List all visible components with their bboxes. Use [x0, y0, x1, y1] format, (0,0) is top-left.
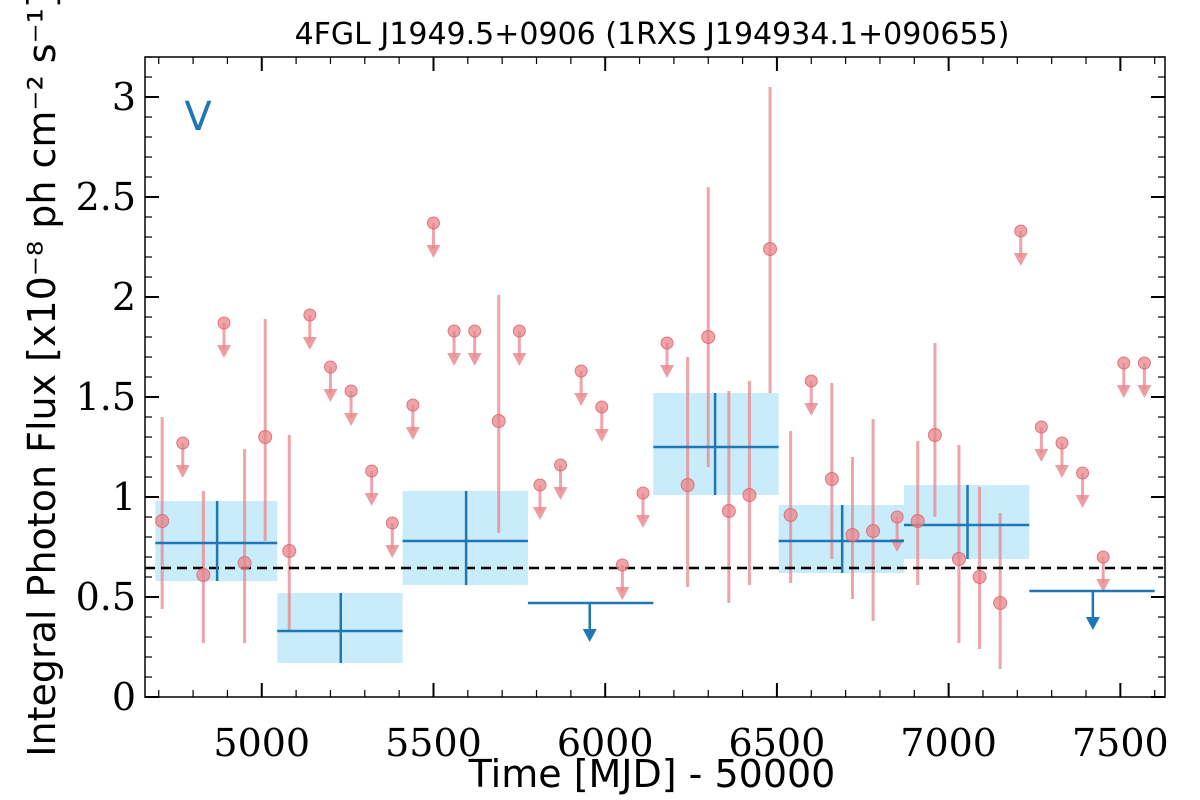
plot-area: 5000 5500 6000 6500 7000 7500 0 0.5 1 1.5 2 2.5 3 — [76, 56, 1169, 765]
fine-upper-limit-arrow-0 — [175, 465, 190, 478]
fine-upper-limit-marker-22 — [1034, 420, 1048, 434]
fine-upper-limit-marker-5 — [365, 464, 379, 478]
fine-point-marker-13 — [845, 528, 860, 542]
fine-point-marker-8 — [721, 504, 736, 518]
chart-title: 4FGL J1949.5+0906 (1RXS J194934.1+090655… — [295, 17, 1010, 52]
fine-upper-limit-arrow-10 — [467, 353, 482, 366]
y-tick-label: 1 — [112, 475, 136, 519]
fine-upper-limit-marker-17 — [636, 486, 650, 500]
fine-upper-limit-arrow-17 — [635, 515, 650, 528]
fine-upper-limit-arrow-12 — [532, 507, 547, 520]
fine-upper-limit-arrow-3 — [323, 389, 338, 402]
fine-upper-limit-marker-18 — [660, 336, 674, 350]
x-tick-label: 7500 — [1072, 721, 1169, 765]
coarse-upper-limit-arrow-0 — [582, 629, 597, 642]
fine-upper-limit-marker-24 — [1076, 466, 1090, 480]
fine-upper-limit-arrow-23 — [1054, 465, 1069, 478]
fine-point-marker-5 — [491, 414, 506, 428]
fine-upper-limit-marker-6 — [385, 516, 399, 530]
fine-point-marker-17 — [951, 552, 966, 566]
fine-upper-limit-arrow-19 — [804, 403, 819, 416]
fine-upper-limit-marker-26 — [1117, 356, 1131, 370]
fine-upper-limit-marker-4 — [344, 384, 358, 398]
fine-upper-limit-marker-20 — [890, 510, 904, 524]
fine-point-marker-10 — [763, 242, 778, 256]
fine-point-marker-15 — [910, 514, 925, 528]
fine-upper-limit-arrow-21 — [1013, 253, 1028, 266]
fine-upper-limit-arrow-9 — [447, 353, 462, 366]
y-tick-label: 1.5 — [76, 375, 136, 419]
fine-upper-limit-arrow-14 — [574, 393, 589, 406]
fine-upper-limit-marker-14 — [574, 364, 588, 378]
fine-upper-limit-arrow-7 — [405, 427, 420, 440]
fine-upper-limit-marker-21 — [1014, 224, 1028, 238]
fine-upper-limit-arrow-5 — [364, 493, 379, 506]
fine-point-marker-12 — [824, 472, 839, 486]
fine-point-marker-18 — [972, 570, 987, 584]
fine-upper-limit-arrow-6 — [385, 545, 400, 558]
fine-upper-limit-marker-8 — [426, 216, 440, 230]
fine-upper-limit-arrow-18 — [660, 365, 675, 378]
fine-upper-limit-arrow-15 — [594, 429, 609, 442]
fine-upper-limit-marker-19 — [804, 374, 818, 388]
fine-point-marker-7 — [701, 330, 716, 344]
fine-upper-limit-marker-0 — [176, 436, 190, 450]
fine-upper-limit-marker-27 — [1137, 356, 1151, 370]
coarse-upper-limit-arrow-1 — [1085, 617, 1100, 630]
fine-upper-limit-marker-7 — [406, 398, 420, 412]
x-tick-label: 5500 — [385, 721, 482, 765]
fine-upper-limit-marker-13 — [554, 458, 568, 472]
fine-upper-limit-marker-23 — [1055, 436, 1069, 450]
fine-upper-limit-marker-11 — [512, 324, 526, 338]
fine-point-marker-2 — [237, 556, 252, 570]
fine-upper-limit-arrow-26 — [1116, 385, 1131, 398]
fine-upper-limit-arrow-4 — [344, 413, 359, 426]
fine-upper-limit-marker-15 — [595, 400, 609, 414]
fine-point-marker-6 — [680, 478, 695, 492]
fine-point-marker-0 — [155, 514, 170, 528]
x-axis-label: Time [MJD] - 50000 — [468, 752, 836, 796]
fine-upper-limit-marker-2 — [303, 308, 317, 322]
fine-upper-limit-marker-16 — [615, 558, 629, 572]
band-label: V — [184, 94, 212, 140]
fine-point-marker-11 — [783, 508, 798, 522]
y-tick-label: 0 — [112, 675, 136, 719]
fine-upper-limit-arrow-1 — [216, 345, 231, 358]
y-axis-label: Integral Photon Flux [x10⁻⁸ ph cm⁻² s⁻¹] — [20, 0, 64, 757]
fine-point-marker-16 — [927, 428, 942, 442]
fine-upper-limit-arrow-8 — [426, 245, 441, 258]
fine-upper-limit-arrow-16 — [615, 587, 630, 600]
x-tick-label: 5000 — [213, 721, 310, 765]
fine-upper-limit-marker-25 — [1096, 550, 1110, 564]
fine-upper-limit-arrow-27 — [1137, 385, 1152, 398]
fine-point-marker-1 — [196, 568, 211, 582]
fine-upper-limit-arrow-22 — [1034, 449, 1049, 462]
y-tick-label: 2.5 — [76, 175, 136, 219]
y-tick-label: 2 — [112, 275, 136, 319]
fine-upper-limit-arrow-25 — [1096, 579, 1111, 592]
fine-point-marker-9 — [742, 488, 757, 502]
fine-upper-limit-arrow-2 — [302, 337, 317, 350]
x-tick-label: 7000 — [900, 721, 997, 765]
fine-upper-limit-marker-3 — [323, 360, 337, 374]
fine-point-marker-19 — [993, 596, 1008, 610]
y-tick-label: 0.5 — [76, 575, 136, 619]
fine-upper-limit-marker-12 — [533, 478, 547, 492]
y-tick-label: 3 — [112, 75, 136, 119]
fine-upper-limit-arrow-11 — [512, 353, 527, 366]
x-tick-label: 6000 — [557, 721, 654, 765]
x-tick-label: 6500 — [729, 721, 826, 765]
fine-upper-limit-arrow-13 — [553, 487, 568, 500]
fine-point-marker-3 — [258, 430, 273, 444]
fine-upper-limit-marker-10 — [468, 324, 482, 338]
fine-upper-limit-marker-9 — [447, 324, 461, 338]
fine-point-marker-14 — [866, 524, 881, 538]
fine-point-marker-4 — [282, 544, 297, 558]
fine-upper-limit-arrow-24 — [1075, 495, 1090, 508]
fine-upper-limit-marker-1 — [217, 316, 231, 330]
